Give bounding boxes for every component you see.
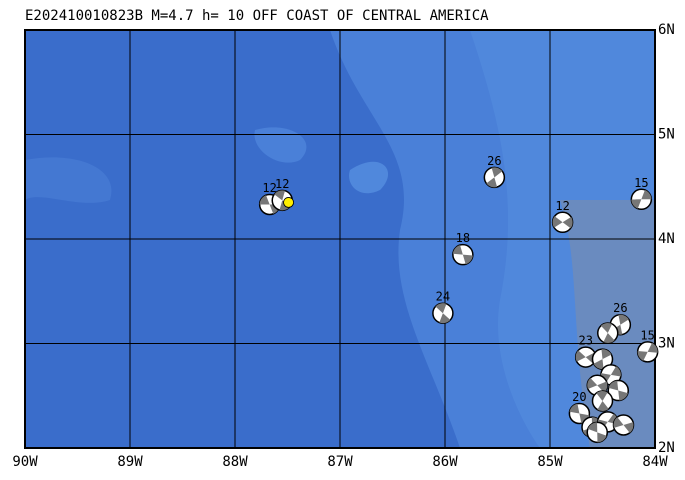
event-label: 15 bbox=[634, 176, 648, 190]
y-tick-label: 5N bbox=[658, 127, 675, 143]
ball-quadrant bbox=[452, 245, 463, 255]
ball-quadrant bbox=[435, 303, 447, 314]
ball-quadrant bbox=[569, 403, 580, 414]
y-tick-label: 4N bbox=[658, 231, 675, 247]
x-tick-label: 85W bbox=[537, 454, 563, 470]
beachball bbox=[612, 414, 635, 436]
ball-quadrant bbox=[600, 323, 613, 334]
ball-quadrant bbox=[597, 381, 608, 393]
ball-quadrant bbox=[603, 333, 615, 344]
ball-quadrant bbox=[491, 167, 503, 178]
event-label: 12 bbox=[555, 199, 569, 213]
ball-quadrant bbox=[486, 177, 498, 188]
beachball bbox=[591, 390, 614, 412]
ball-quadrant bbox=[610, 366, 621, 377]
epicenter bbox=[283, 197, 294, 208]
y-tick-label: 3N bbox=[658, 336, 675, 352]
ball-quadrant bbox=[462, 254, 473, 265]
ball-quadrant bbox=[618, 390, 628, 401]
event-label: 20 bbox=[572, 390, 586, 404]
ball-quadrant bbox=[637, 351, 648, 361]
ball-quadrant bbox=[593, 359, 604, 370]
beachball bbox=[452, 243, 474, 266]
ball-quadrant bbox=[631, 199, 642, 209]
x-tick-label: 84W bbox=[642, 454, 668, 470]
ball-quadrant bbox=[597, 400, 609, 411]
beachball bbox=[591, 348, 614, 370]
ball-quadrant bbox=[597, 432, 607, 443]
ball-quadrant bbox=[613, 417, 624, 428]
event-label: 12 bbox=[275, 177, 289, 191]
ball-quadrant bbox=[587, 422, 598, 433]
ball-quadrant bbox=[608, 380, 619, 391]
event-label: 24 bbox=[436, 290, 450, 304]
event-label: 23 bbox=[578, 334, 592, 348]
beachball bbox=[630, 188, 653, 211]
ball-quadrant bbox=[562, 216, 573, 229]
ball-quadrant bbox=[439, 313, 451, 324]
x-tick-label: 88W bbox=[222, 454, 248, 470]
event-label: 15 bbox=[640, 328, 654, 342]
event-label: 26 bbox=[487, 154, 501, 168]
x-tick-label: 86W bbox=[432, 454, 458, 470]
beachball bbox=[432, 302, 454, 324]
y-tick-label: 6N bbox=[658, 22, 675, 38]
ball-quadrant bbox=[552, 216, 563, 228]
ball-quadrant bbox=[647, 342, 658, 353]
beachball bbox=[607, 379, 629, 402]
ball-quadrant bbox=[259, 195, 270, 205]
ball-quadrant bbox=[596, 390, 608, 401]
map-title: E202410010823B M=4.7 h= 10 OFF COAST OF … bbox=[25, 8, 489, 24]
x-tick-label: 90W bbox=[12, 454, 38, 470]
beachball bbox=[568, 402, 591, 425]
event-label: 26 bbox=[613, 301, 627, 315]
beachball bbox=[586, 421, 608, 444]
ball-quadrant bbox=[575, 350, 586, 362]
ball-quadrant bbox=[601, 349, 612, 360]
ball-quadrant bbox=[579, 413, 590, 424]
ball-quadrant bbox=[587, 378, 598, 390]
beachball bbox=[551, 211, 574, 234]
x-tick-label: 87W bbox=[327, 454, 353, 470]
event-label: 18 bbox=[456, 231, 470, 245]
beachball bbox=[597, 322, 619, 344]
y-tick-label: 2N bbox=[658, 440, 675, 456]
ball-quadrant bbox=[618, 314, 629, 325]
ball-quadrant bbox=[274, 190, 285, 201]
ball-quadrant bbox=[623, 422, 634, 433]
ball-quadrant bbox=[641, 189, 652, 200]
beachball bbox=[636, 341, 659, 363]
event-label: 12 bbox=[262, 181, 276, 195]
x-tick-label: 89W bbox=[117, 454, 143, 470]
beachball bbox=[483, 166, 506, 189]
